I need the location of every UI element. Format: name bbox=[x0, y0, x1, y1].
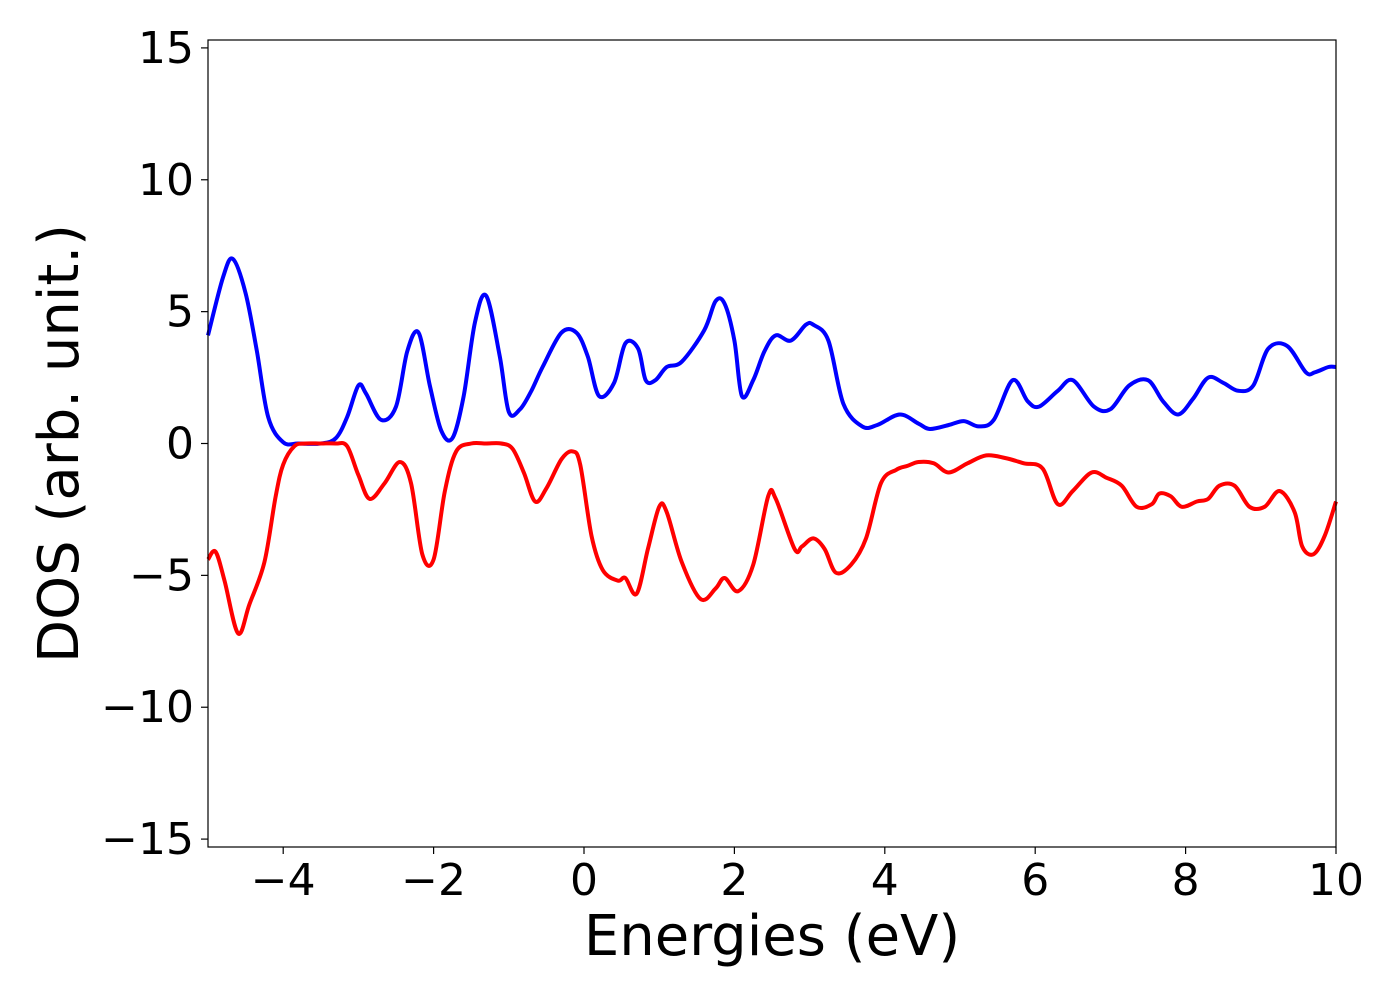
y-tick-label: −10 bbox=[101, 682, 194, 733]
x-tick-label: 2 bbox=[720, 855, 748, 906]
x-tick-label: 6 bbox=[1021, 855, 1049, 906]
x-tick-label: 8 bbox=[1172, 855, 1200, 906]
x-tick-label: 0 bbox=[570, 855, 598, 906]
x-tick-label: −4 bbox=[251, 855, 316, 906]
y-tick-label: 0 bbox=[166, 419, 194, 470]
x-tick-label: 4 bbox=[871, 855, 899, 906]
x-axis-label: Energies (eV) bbox=[584, 904, 960, 969]
plot-lines bbox=[206, 256, 1338, 636]
y-tick-label: −5 bbox=[129, 550, 194, 601]
y-tick-label: −15 bbox=[101, 814, 194, 865]
series-line-2 bbox=[206, 440, 1338, 636]
axes-frame bbox=[207, 39, 1337, 848]
x-tick-label: 10 bbox=[1308, 855, 1364, 906]
y-tick-label: 15 bbox=[138, 23, 194, 74]
y-tick-label: 10 bbox=[138, 155, 194, 206]
y-tick-label: 5 bbox=[166, 287, 194, 338]
axis-ticks: −4 −2 0 2 4 6 8 10 −15 −10 −5 0 5 10 15 bbox=[101, 23, 1364, 906]
y-axis-label: DOS (arb. unit.) bbox=[27, 224, 92, 663]
x-tick-label: −2 bbox=[401, 855, 466, 906]
series-line-1 bbox=[206, 256, 1337, 447]
